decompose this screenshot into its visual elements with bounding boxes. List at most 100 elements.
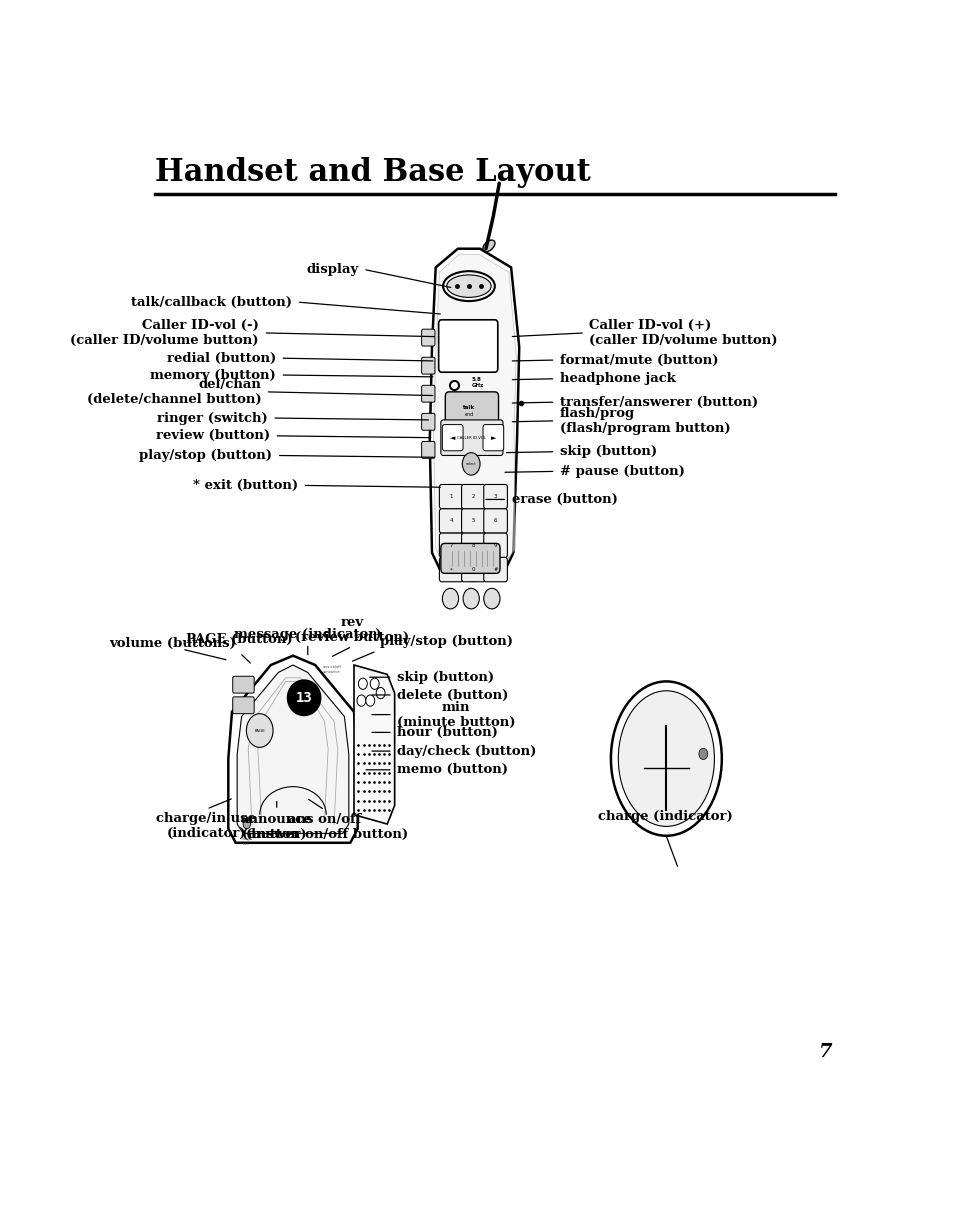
Text: 8: 8 (471, 543, 475, 548)
Text: volume (buttons): volume (buttons) (109, 637, 235, 650)
PathPatch shape (433, 254, 516, 576)
Text: talk: talk (462, 406, 475, 411)
Circle shape (442, 588, 458, 609)
Text: #: # (493, 567, 497, 572)
Text: delete (button): delete (button) (396, 689, 507, 701)
Text: day/check (button): day/check (button) (396, 745, 536, 758)
FancyBboxPatch shape (461, 509, 485, 533)
Text: redial (button): redial (button) (167, 351, 275, 364)
FancyBboxPatch shape (461, 558, 485, 582)
FancyBboxPatch shape (442, 424, 462, 451)
Text: erase (button): erase (button) (512, 493, 618, 505)
Text: message (indicator): message (indicator) (233, 628, 381, 640)
Text: del/chan
(delete/channel button): del/chan (delete/channel button) (87, 378, 261, 406)
Text: Caller ID-vol (+)
(caller ID/volume button): Caller ID-vol (+) (caller ID/volume butt… (589, 318, 777, 347)
Text: Caller ID-vol (-)
(caller ID/volume button): Caller ID-vol (-) (caller ID/volume butt… (71, 318, 258, 347)
PathPatch shape (228, 656, 357, 843)
Ellipse shape (610, 682, 721, 836)
Text: 3: 3 (494, 495, 497, 499)
Text: talk/callback (button): talk/callback (button) (132, 295, 292, 309)
Circle shape (370, 678, 378, 689)
Text: charge/in use
(indicator): charge/in use (indicator) (156, 812, 256, 840)
Text: select: select (465, 462, 476, 465)
Text: min
(minute button): min (minute button) (396, 701, 515, 729)
FancyBboxPatch shape (438, 320, 497, 372)
Text: 7: 7 (449, 543, 453, 548)
PathPatch shape (237, 665, 349, 833)
FancyBboxPatch shape (439, 509, 462, 533)
Text: PAGE: PAGE (254, 729, 265, 733)
Text: hour (button): hour (button) (396, 725, 497, 739)
Text: 7: 7 (819, 1042, 832, 1061)
Circle shape (358, 678, 367, 689)
FancyBboxPatch shape (440, 543, 499, 573)
Text: CALLER ID-VOL: CALLER ID-VOL (456, 436, 485, 440)
Text: memory (button): memory (button) (150, 368, 275, 382)
Ellipse shape (287, 680, 320, 716)
Text: 2: 2 (471, 495, 475, 499)
Circle shape (483, 588, 499, 609)
Text: rev
(review button): rev (review button) (294, 616, 409, 644)
FancyBboxPatch shape (461, 533, 485, 558)
Ellipse shape (446, 275, 491, 298)
Text: display: display (306, 262, 358, 276)
FancyBboxPatch shape (421, 385, 435, 402)
Text: headphone jack: headphone jack (559, 372, 675, 385)
FancyBboxPatch shape (483, 485, 507, 509)
Text: 5.8
GHz: 5.8 GHz (472, 377, 484, 388)
Text: 9: 9 (494, 543, 497, 548)
Text: ringer (switch): ringer (switch) (157, 412, 268, 424)
Text: Handset and Base Layout: Handset and Base Layout (154, 157, 590, 188)
Text: review (button): review (button) (155, 429, 270, 442)
FancyBboxPatch shape (421, 357, 435, 374)
PathPatch shape (429, 249, 518, 581)
FancyBboxPatch shape (482, 424, 503, 451)
FancyBboxPatch shape (439, 485, 462, 509)
Text: *: * (450, 567, 452, 572)
Text: ans on/off
announce: ans on/off announce (322, 665, 340, 673)
Text: charge
state: charge state (242, 837, 252, 846)
FancyBboxPatch shape (483, 509, 507, 533)
Text: 4: 4 (449, 519, 453, 524)
Text: memo (button): memo (button) (396, 763, 507, 776)
Circle shape (462, 453, 479, 475)
Text: PAGE (button): PAGE (button) (186, 633, 293, 646)
Text: skip (button): skip (button) (559, 445, 657, 458)
Circle shape (699, 748, 707, 759)
Text: 6: 6 (494, 519, 497, 524)
FancyBboxPatch shape (421, 413, 435, 430)
Text: play/stop (button): play/stop (button) (380, 635, 513, 648)
Ellipse shape (482, 241, 495, 252)
Circle shape (246, 713, 273, 747)
Text: ◄: ◄ (450, 435, 455, 441)
Text: play/stop (button): play/stop (button) (139, 450, 272, 462)
Circle shape (462, 588, 478, 609)
Text: 1: 1 (449, 495, 453, 499)
PathPatch shape (354, 665, 395, 824)
FancyBboxPatch shape (483, 558, 507, 582)
Text: announce
(button): announce (button) (241, 813, 313, 841)
Text: 0: 0 (471, 567, 475, 572)
Text: transfer/answerer (button): transfer/answerer (button) (559, 396, 758, 408)
Text: ans on/off
(answer on/off button): ans on/off (answer on/off button) (241, 813, 408, 841)
Circle shape (356, 695, 365, 706)
Text: skip (button): skip (button) (396, 671, 493, 684)
Text: 13: 13 (295, 691, 313, 705)
Text: 5: 5 (471, 519, 475, 524)
FancyBboxPatch shape (483, 533, 507, 558)
FancyBboxPatch shape (439, 558, 462, 582)
Text: end: end (464, 412, 473, 417)
FancyBboxPatch shape (439, 533, 462, 558)
FancyBboxPatch shape (440, 420, 502, 456)
FancyBboxPatch shape (445, 392, 498, 424)
FancyBboxPatch shape (461, 485, 485, 509)
Text: format/mute (button): format/mute (button) (559, 354, 718, 367)
Text: ►: ► (490, 435, 496, 441)
Circle shape (365, 695, 375, 706)
Circle shape (243, 819, 251, 829)
Text: charge (indicator): charge (indicator) (597, 810, 732, 823)
Ellipse shape (618, 691, 714, 826)
Text: * exit (button): * exit (button) (193, 479, 298, 492)
Circle shape (375, 688, 385, 699)
FancyBboxPatch shape (233, 677, 253, 693)
